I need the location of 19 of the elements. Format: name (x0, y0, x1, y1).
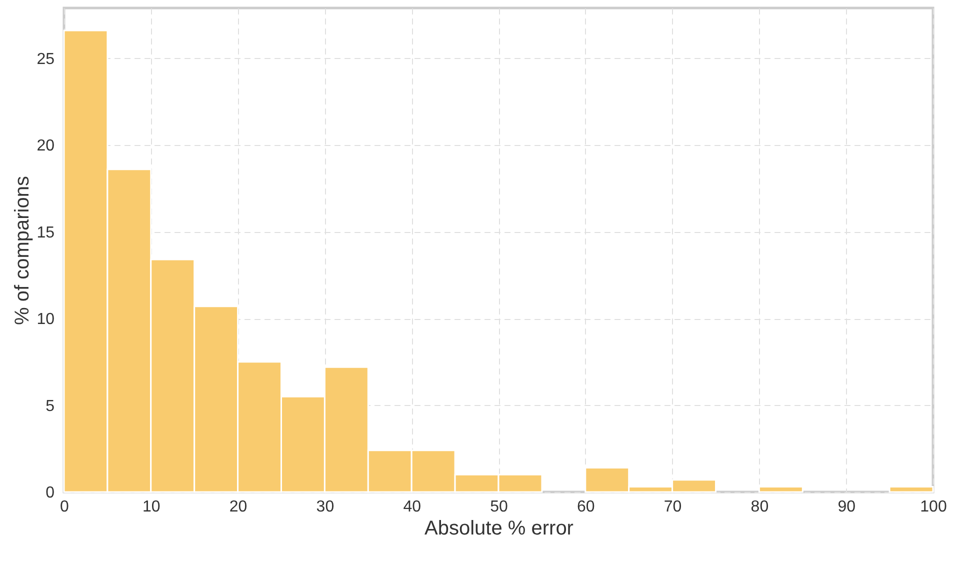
x-tick-label: 30 (316, 498, 334, 516)
x-tick-label: 90 (838, 498, 856, 516)
y-axis-title: % of comparions (12, 176, 34, 325)
x-tick-label: 100 (920, 498, 947, 516)
y-tick-label: 15 (36, 224, 55, 242)
x-tick-label: 70 (664, 498, 682, 516)
y-tick-label: 5 (46, 398, 55, 415)
x-tick-label: 40 (403, 498, 422, 516)
x-axis-title: Absolute % error (424, 518, 574, 540)
x-tick-label: 20 (229, 498, 248, 516)
y-tick-label: 20 (36, 138, 55, 155)
x-tick-label: 60 (577, 498, 595, 516)
y-tick-label: 25 (36, 50, 55, 68)
x-tick-label: 80 (750, 498, 769, 516)
x-tick-label: 50 (490, 498, 508, 516)
y-tick-label: 10 (36, 311, 55, 328)
x-tick-label: 10 (142, 498, 160, 516)
y-tick-label: 0 (46, 484, 55, 502)
x-tick-label: 0 (60, 498, 70, 516)
